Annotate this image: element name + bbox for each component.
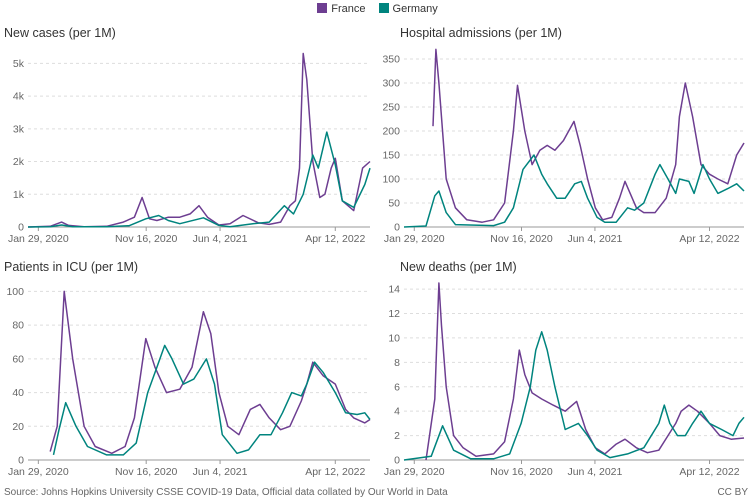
new-deaths-x-tick-label-0: Jan 29, 2020 bbox=[384, 466, 445, 478]
legend-swatch-france bbox=[317, 3, 328, 13]
legend-item-germany[interactable]: Germany bbox=[378, 3, 438, 15]
patients-icu-x-tick-label-3: Apr 12, 2022 bbox=[305, 466, 365, 478]
hospital-admissions-x-tick-label-0: Jan 29, 2020 bbox=[384, 233, 445, 245]
source-note: Source: Johns Hopkins University CSSE CO… bbox=[4, 487, 448, 498]
new-cases-y-tick-label-4: 4k bbox=[13, 91, 25, 103]
new-deaths-x-tick-label-1: Nov 16, 2020 bbox=[490, 466, 553, 478]
legend-label-france: France bbox=[331, 3, 366, 15]
patients-icu-y-tick-label-5: 100 bbox=[6, 286, 24, 298]
new-cases-x-tick-label-0: Jan 29, 2020 bbox=[8, 233, 69, 245]
hospital-admissions-y-tick-label-2: 100 bbox=[382, 174, 400, 186]
hospital-admissions-x-tick-label-3: Apr 12, 2022 bbox=[679, 233, 739, 245]
hospital-admissions-y-tick-label-3: 150 bbox=[382, 150, 400, 162]
legend-label-germany: Germany bbox=[392, 3, 438, 15]
panel-title-patients-icu: Patients in ICU (per 1M) bbox=[4, 260, 139, 274]
patients-icu-x-tick-label-1: Nov 16, 2020 bbox=[115, 466, 178, 478]
new-deaths-x-tick-label-3: Apr 12, 2022 bbox=[679, 466, 739, 478]
new-deaths-y-tick-label-7: 14 bbox=[388, 284, 400, 296]
panel-title-new-deaths: New deaths (per 1M) bbox=[400, 260, 517, 274]
panel-title-new-cases: New cases (per 1M) bbox=[4, 26, 116, 40]
new-deaths-y-tick-label-6: 12 bbox=[388, 308, 400, 320]
new-deaths-y-tick-label-4: 8 bbox=[394, 357, 400, 369]
hospital-admissions-series-france bbox=[432, 48, 745, 223]
hospital-admissions-y-tick-label-6: 300 bbox=[382, 78, 400, 90]
new-cases-y-tick-label-0: 0 bbox=[18, 222, 24, 234]
legend-swatch-germany bbox=[378, 3, 389, 13]
hospital-admissions-x-tick-label-2: Jun 4, 2021 bbox=[567, 233, 622, 245]
new-deaths-x-tick-label-2: Jun 4, 2021 bbox=[567, 466, 622, 478]
patients-icu-x-tick-label-2: Jun 4, 2021 bbox=[193, 466, 248, 478]
new-cases-series-germany bbox=[27, 131, 371, 228]
patients-icu-x-tick-label-0: Jan 29, 2020 bbox=[8, 466, 69, 478]
new-cases-series-france bbox=[27, 52, 371, 228]
legend: France Germany bbox=[0, 3, 755, 15]
new-deaths-series-france bbox=[425, 282, 745, 461]
legend-item-france[interactable]: France bbox=[317, 3, 365, 15]
patients-icu-series-germany bbox=[52, 344, 371, 456]
hospital-admissions-x-tick-label-1: Nov 16, 2020 bbox=[490, 233, 553, 245]
patients-icu-y-tick-label-4: 80 bbox=[12, 320, 24, 332]
new-deaths-y-tick-label-3: 6 bbox=[394, 381, 400, 393]
new-cases-x-tick-label-1: Nov 16, 2020 bbox=[115, 233, 178, 245]
new-cases-y-tick-label-1: 1k bbox=[13, 189, 25, 201]
patients-icu-y-tick-label-1: 20 bbox=[12, 421, 24, 433]
license-link[interactable]: CC BY bbox=[717, 487, 748, 498]
new-deaths-series-germany bbox=[403, 331, 745, 461]
new-cases-x-tick-label-3: Apr 12, 2022 bbox=[305, 233, 365, 245]
new-cases-x-tick-label-2: Jun 4, 2021 bbox=[193, 233, 248, 245]
patients-icu-series-france bbox=[49, 290, 371, 455]
hospital-admissions-y-tick-label-1: 50 bbox=[388, 198, 400, 210]
patients-icu-y-tick-label-0: 0 bbox=[18, 455, 24, 467]
new-cases-y-tick-label-3: 3k bbox=[13, 123, 25, 135]
new-deaths-y-tick-label-0: 0 bbox=[394, 455, 400, 467]
new-deaths-y-tick-label-1: 2 bbox=[394, 430, 400, 442]
new-deaths-y-tick-label-2: 4 bbox=[394, 406, 400, 418]
hospital-admissions-y-tick-label-0: 0 bbox=[394, 222, 400, 234]
panel-title-hospital-admissions: Hospital admissions (per 1M) bbox=[400, 26, 562, 40]
new-cases-y-tick-label-2: 2k bbox=[13, 156, 25, 168]
hospital-admissions-y-tick-label-7: 350 bbox=[382, 54, 400, 66]
patients-icu-y-tick-label-3: 60 bbox=[12, 353, 24, 365]
new-cases-y-tick-label-5: 5k bbox=[13, 58, 25, 70]
patients-icu-y-tick-label-2: 40 bbox=[12, 387, 24, 399]
hospital-admissions-y-tick-label-4: 200 bbox=[382, 126, 400, 138]
new-deaths-y-tick-label-5: 10 bbox=[388, 332, 400, 344]
hospital-admissions-series-germany bbox=[403, 154, 745, 228]
hospital-admissions-y-tick-label-5: 250 bbox=[382, 102, 400, 114]
